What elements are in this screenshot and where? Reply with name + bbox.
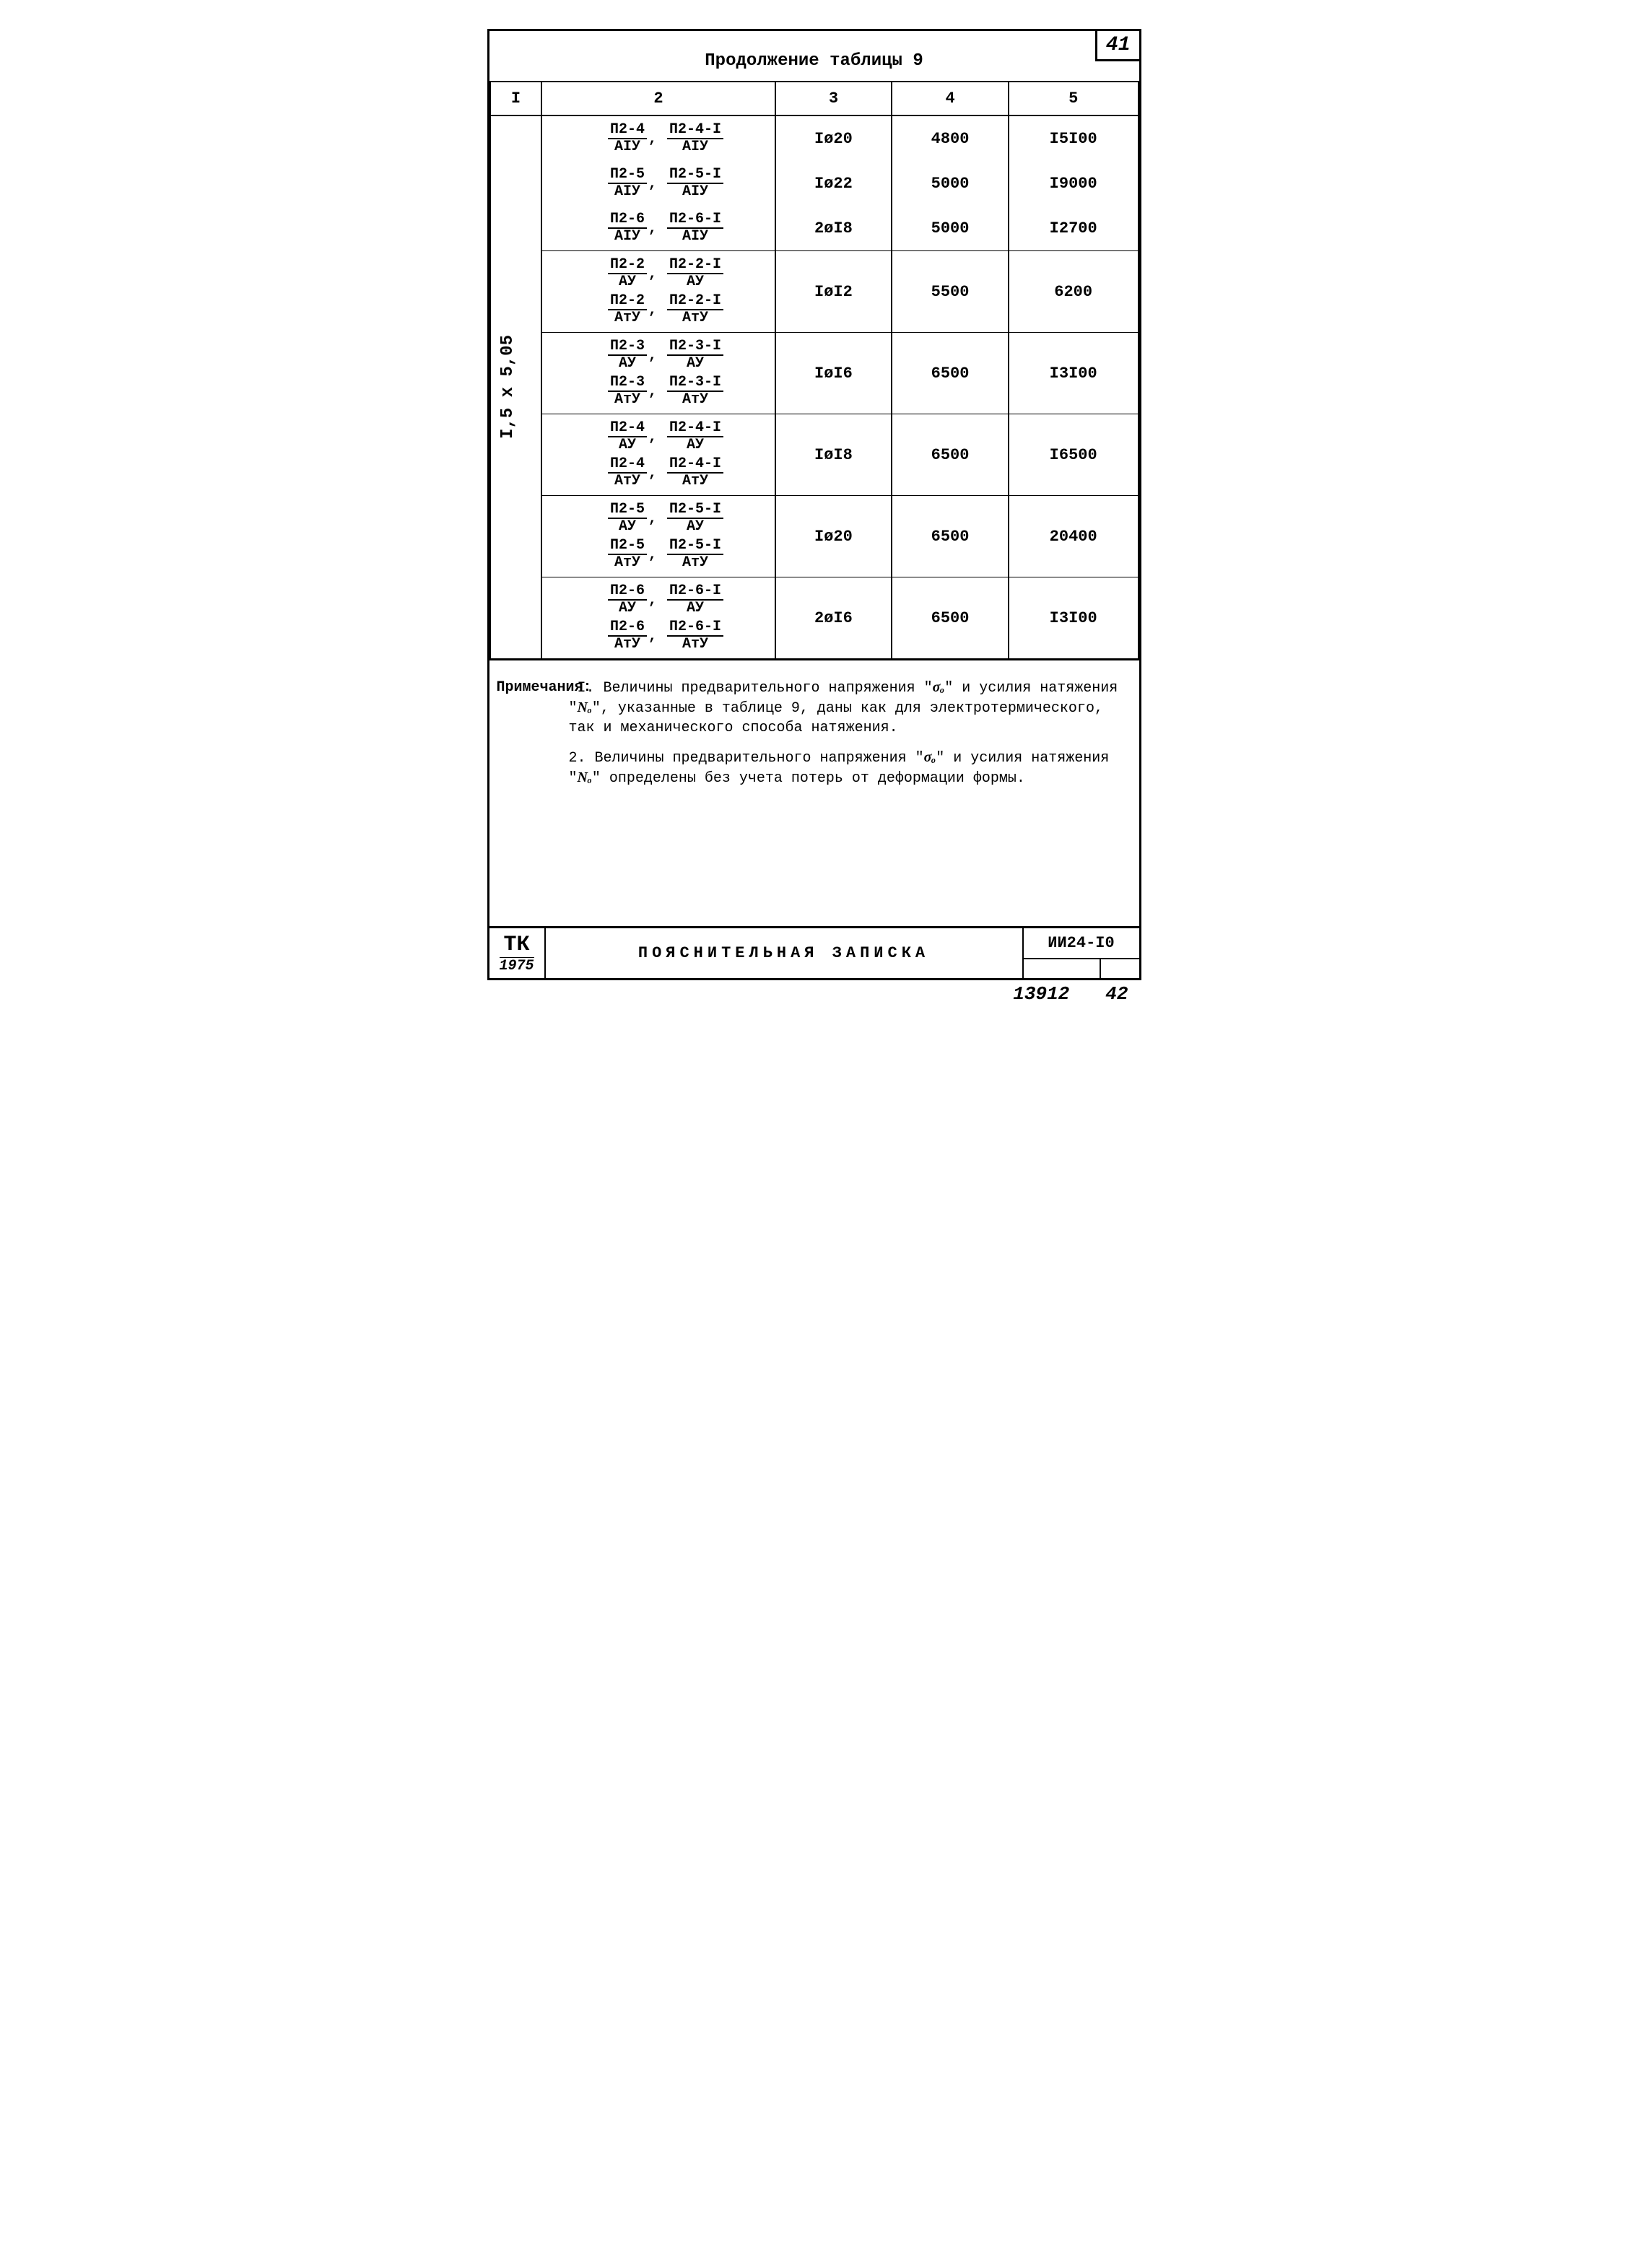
cell-designation: П2-3АУ, П2-3-IАУП2-3АтУ, П2-3-IАтУ bbox=[541, 333, 775, 414]
footer: ТК 1975 ПОЯСНИТЕЛЬНАЯ ЗАПИСКА ИИ24-I0 bbox=[489, 926, 1139, 978]
cell-c3: IøI8 bbox=[775, 414, 892, 496]
table-row: П2-2АУ, П2-2-IАУП2-2АтУ, П2-2-IАтУIøI255… bbox=[490, 251, 1139, 333]
col-header: 4 bbox=[892, 82, 1009, 115]
bottom-a: 13912 bbox=[1013, 983, 1069, 1005]
col-header: 3 bbox=[775, 82, 892, 115]
table-row: I,5 x 5,05П2-4АIУ, П2-4-IАIУIø204800I5I0… bbox=[490, 115, 1139, 161]
tk-label: ТК bbox=[504, 933, 530, 957]
cell-c5: I2700 bbox=[1009, 206, 1139, 251]
cell-c4: 6500 bbox=[892, 333, 1009, 414]
cell-c5: I6500 bbox=[1009, 414, 1139, 496]
cell-c3: IøI2 bbox=[775, 251, 892, 333]
table-row: П2-5АУ, П2-5-IАУП2-5АтУ, П2-5-IАтУIø2065… bbox=[490, 496, 1139, 577]
cell-designation: П2-4АIУ, П2-4-IАIУ bbox=[541, 115, 775, 161]
cell-c5: 20400 bbox=[1009, 496, 1139, 577]
col-header: 5 bbox=[1009, 82, 1139, 115]
cell-c5: I5I00 bbox=[1009, 115, 1139, 161]
col1-span: I,5 x 5,05 bbox=[490, 115, 542, 659]
cell-c3: Iø22 bbox=[775, 161, 892, 206]
cell-c4: 5000 bbox=[892, 206, 1009, 251]
cell-c3: Iø20 bbox=[775, 496, 892, 577]
bottom-page-marks: 13912 42 bbox=[479, 983, 1150, 1005]
cell-designation: П2-6АУ, П2-6-IАУП2-6АтУ, П2-6-IАтУ bbox=[541, 577, 775, 659]
note-item: Примечания: I. Величины предварительного… bbox=[569, 678, 1119, 738]
cell-c5: I9000 bbox=[1009, 161, 1139, 206]
data-table: I 2 3 4 5 I,5 x 5,05П2-4АIУ, П2-4-IАIУIø… bbox=[489, 82, 1139, 659]
tk-year: 1975 bbox=[500, 957, 534, 974]
table-row: П2-6АIУ, П2-6-IАIУ2øI85000I2700 bbox=[490, 206, 1139, 251]
cell-c5: 6200 bbox=[1009, 251, 1139, 333]
notes-block: Примечания: I. Величины предварительного… bbox=[489, 659, 1139, 926]
table-row: П2-6АУ, П2-6-IАУП2-6АтУ, П2-6-IАтУ2øI665… bbox=[490, 577, 1139, 659]
cell-c3: IøI6 bbox=[775, 333, 892, 414]
table-row: П2-5АIУ, П2-5-IАIУIø225000I9000 bbox=[490, 161, 1139, 206]
cell-designation: П2-4АУ, П2-4-IАУП2-4АтУ, П2-4-IАтУ bbox=[541, 414, 775, 496]
cell-designation: П2-6АIУ, П2-6-IАIУ bbox=[541, 206, 775, 251]
cell-c4: 5000 bbox=[892, 161, 1009, 206]
cell-c3: 2øI6 bbox=[775, 577, 892, 659]
cell-c5: I3I00 bbox=[1009, 577, 1139, 659]
cell-designation: П2-2АУ, П2-2-IАУП2-2АтУ, П2-2-IАтУ bbox=[541, 251, 775, 333]
cell-c4: 6500 bbox=[892, 577, 1009, 659]
cell-c4: 5500 bbox=[892, 251, 1009, 333]
col-header: 2 bbox=[541, 82, 775, 115]
table-row: П2-3АУ, П2-3-IАУП2-3АтУ, П2-3-IАтУIøI665… bbox=[490, 333, 1139, 414]
note-item: 2. Величины предварительного напряжения … bbox=[569, 748, 1119, 788]
footer-title: ПОЯСНИТЕЛЬНАЯ ЗАПИСКА bbox=[546, 928, 1024, 978]
col-header: I bbox=[490, 82, 542, 115]
table-header-row: I 2 3 4 5 bbox=[490, 82, 1139, 115]
footer-tk: ТК 1975 bbox=[489, 928, 546, 978]
footer-code: ИИ24-I0 bbox=[1024, 928, 1139, 958]
table-continuation-label: Продолжение таблицы 9 bbox=[489, 31, 1139, 82]
cell-designation: П2-5АУ, П2-5-IАУП2-5АтУ, П2-5-IАтУ bbox=[541, 496, 775, 577]
document-page: 41 Продолжение таблицы 9 I 2 3 4 5 I,5 x… bbox=[487, 29, 1141, 980]
page-number: 41 bbox=[1095, 29, 1141, 61]
cell-designation: П2-5АIУ, П2-5-IАIУ bbox=[541, 161, 775, 206]
footer-code-box: ИИ24-I0 bbox=[1024, 928, 1139, 978]
table-row: П2-4АУ, П2-4-IАУП2-4АтУ, П2-4-IАтУIøI865… bbox=[490, 414, 1139, 496]
bottom-b: 42 bbox=[1105, 983, 1128, 1005]
cell-c4: 4800 bbox=[892, 115, 1009, 161]
cell-c5: I3I00 bbox=[1009, 333, 1139, 414]
cell-c4: 6500 bbox=[892, 414, 1009, 496]
cell-c4: 6500 bbox=[892, 496, 1009, 577]
cell-c3: Iø20 bbox=[775, 115, 892, 161]
cell-c3: 2øI8 bbox=[775, 206, 892, 251]
